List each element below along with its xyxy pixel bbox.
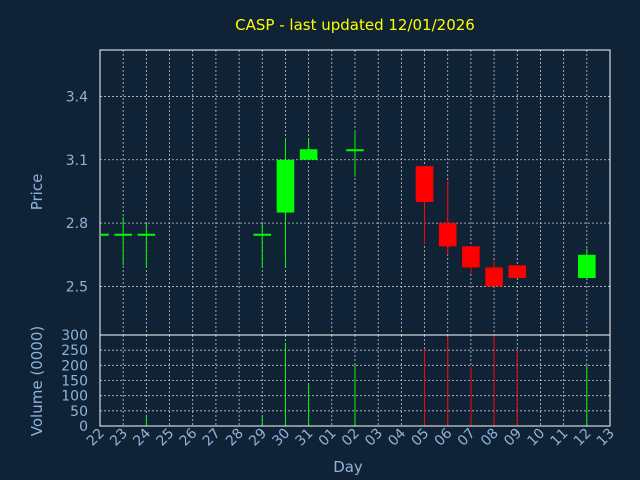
x-tick-label: 29: [246, 426, 270, 450]
candle-body: [578, 254, 596, 278]
x-tick-label: 04: [385, 425, 409, 449]
x-tick-label: 02: [339, 426, 363, 450]
x-tick-label: 24: [130, 425, 154, 449]
price-tick-label: 3.1: [66, 153, 88, 169]
candle-body: [299, 149, 318, 160]
x-tick-label: 06: [432, 425, 456, 449]
x-tick-label: 09: [501, 426, 525, 450]
x-tick-label: 11: [548, 426, 572, 450]
x-tick-label: 03: [362, 426, 386, 450]
x-tick-label: 13: [594, 426, 618, 450]
volume-frame: [99, 334, 611, 427]
volume-tick-label: 200: [61, 358, 88, 374]
candle-body: [508, 265, 527, 278]
price-tick-label: 2.5: [66, 279, 88, 295]
price-y-ticks: 2.5 2.8 3.1 3.4: [66, 89, 88, 295]
x-tick-label: 28: [223, 426, 247, 450]
x-tick-label: 27: [200, 426, 224, 450]
x-tick-label: 05: [408, 426, 432, 450]
candle-body: [438, 223, 457, 247]
volume-axis-label: Volume (0000): [28, 326, 46, 436]
candle-body: [462, 246, 480, 268]
price-bodies: [101, 149, 596, 287]
price-frame: [99, 49, 611, 336]
x-tick-label: 25: [153, 426, 177, 450]
x-tick-label: 08: [478, 426, 502, 450]
x-tick-label: 12: [571, 426, 595, 450]
price-wicks: [122, 130, 588, 287]
volume-tick-label: 150: [61, 374, 88, 390]
candle-body: [415, 166, 434, 202]
price-axis-label: Price: [28, 174, 46, 211]
volume-tick-label: 250: [61, 343, 88, 359]
candle-body: [276, 159, 295, 213]
price-tick-label: 2.8: [66, 216, 88, 232]
x-tick-label: 07: [455, 426, 479, 450]
x-tick-label: 23: [107, 426, 131, 450]
price-grid: [99, 50, 611, 335]
volume-bars: [145, 335, 588, 426]
x-tick-label: 31: [293, 426, 317, 450]
x-tick-label: 01: [316, 426, 340, 450]
x-tick-label: 26: [177, 425, 201, 449]
x-tick-label: 30: [269, 426, 293, 450]
volume-tick-label: 0: [79, 419, 88, 435]
volume-tick-label: 300: [61, 328, 88, 344]
x-tick-label: 10: [524, 426, 548, 450]
price-tick-label: 3.4: [66, 89, 88, 105]
candle-body: [485, 267, 503, 287]
x-axis-label: Day: [333, 458, 363, 476]
chart-title: CASP - last updated 12/01/2026: [235, 16, 475, 34]
volume-tick-label: 100: [61, 389, 88, 405]
x-axis-ticks: 22 23 24 25 26 27 28 29 30 31 01 02 03 04 05 06 07 08 09 10…: [84, 425, 618, 449]
volume-tick-label: 50: [70, 404, 88, 420]
price-panel: 2.5 2.8 3.1 3.4 Price: [28, 49, 611, 336]
